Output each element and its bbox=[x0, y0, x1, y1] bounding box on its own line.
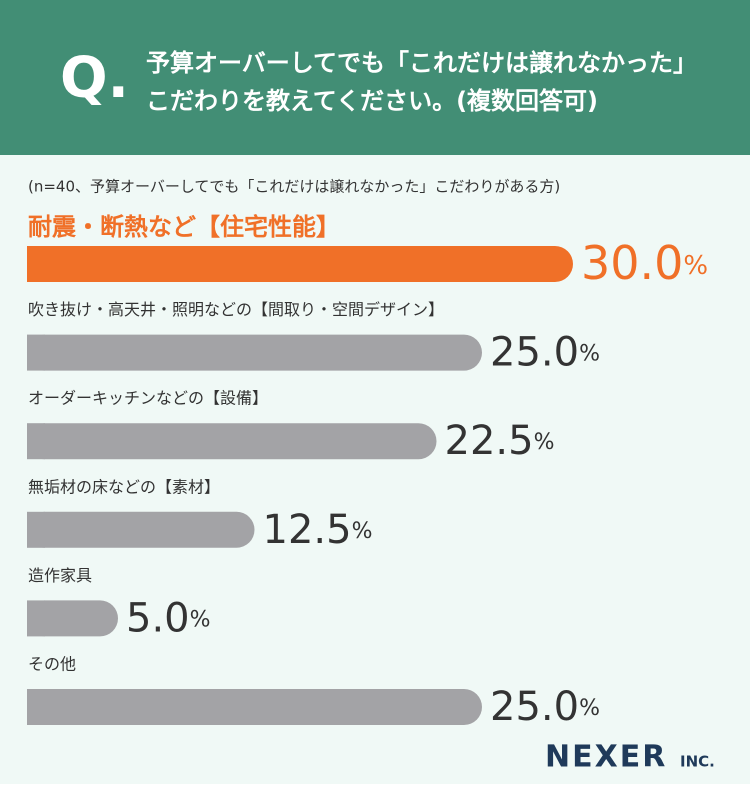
bar-left bbox=[27, 600, 45, 637]
question: こだわりを教えてください。(複数回答可) bbox=[146, 87, 598, 115]
category-label: 吹き抜け・高天井・照明などの【間取り・空間デザイン】 bbox=[28, 300, 444, 319]
category-label: 造作家具 bbox=[28, 566, 92, 585]
bar-left bbox=[27, 511, 45, 548]
q-mark: Q. bbox=[60, 46, 129, 111]
value-label: 25.0% bbox=[490, 330, 600, 376]
bar bbox=[27, 689, 482, 725]
bar bbox=[27, 423, 437, 460]
bar-left bbox=[27, 334, 45, 371]
bar bbox=[27, 246, 573, 282]
brand-suffix: INC. bbox=[680, 753, 715, 771]
value-label: 30.0% bbox=[581, 236, 708, 290]
category-label: オーダーキッチンなどの【設備】 bbox=[28, 389, 268, 408]
value-label: 12.5% bbox=[263, 507, 373, 553]
subtitle: (n=40、予算オーバーしてでも「これだけは譲れなかった」こだわりがある方) bbox=[28, 178, 560, 196]
brand: NEXER bbox=[545, 740, 667, 775]
category-label: その他 bbox=[28, 655, 76, 674]
bar bbox=[27, 334, 482, 371]
value-label: 5.0% bbox=[126, 595, 211, 641]
category-label: 無垢材の床などの【素材】 bbox=[28, 477, 220, 496]
bar-left bbox=[27, 423, 45, 460]
bar-left bbox=[27, 689, 45, 725]
header-band bbox=[0, 0, 750, 155]
bar bbox=[27, 600, 118, 637]
value-label: 22.5% bbox=[445, 418, 555, 464]
bar-left bbox=[27, 246, 45, 282]
question: 予算オーバーしてでも「これだけは譲れなかった」 bbox=[146, 49, 697, 77]
bar bbox=[27, 511, 255, 548]
category-label: 耐震・断熱など【住宅性能】 bbox=[28, 213, 340, 241]
value-label: 25.0% bbox=[490, 684, 600, 730]
